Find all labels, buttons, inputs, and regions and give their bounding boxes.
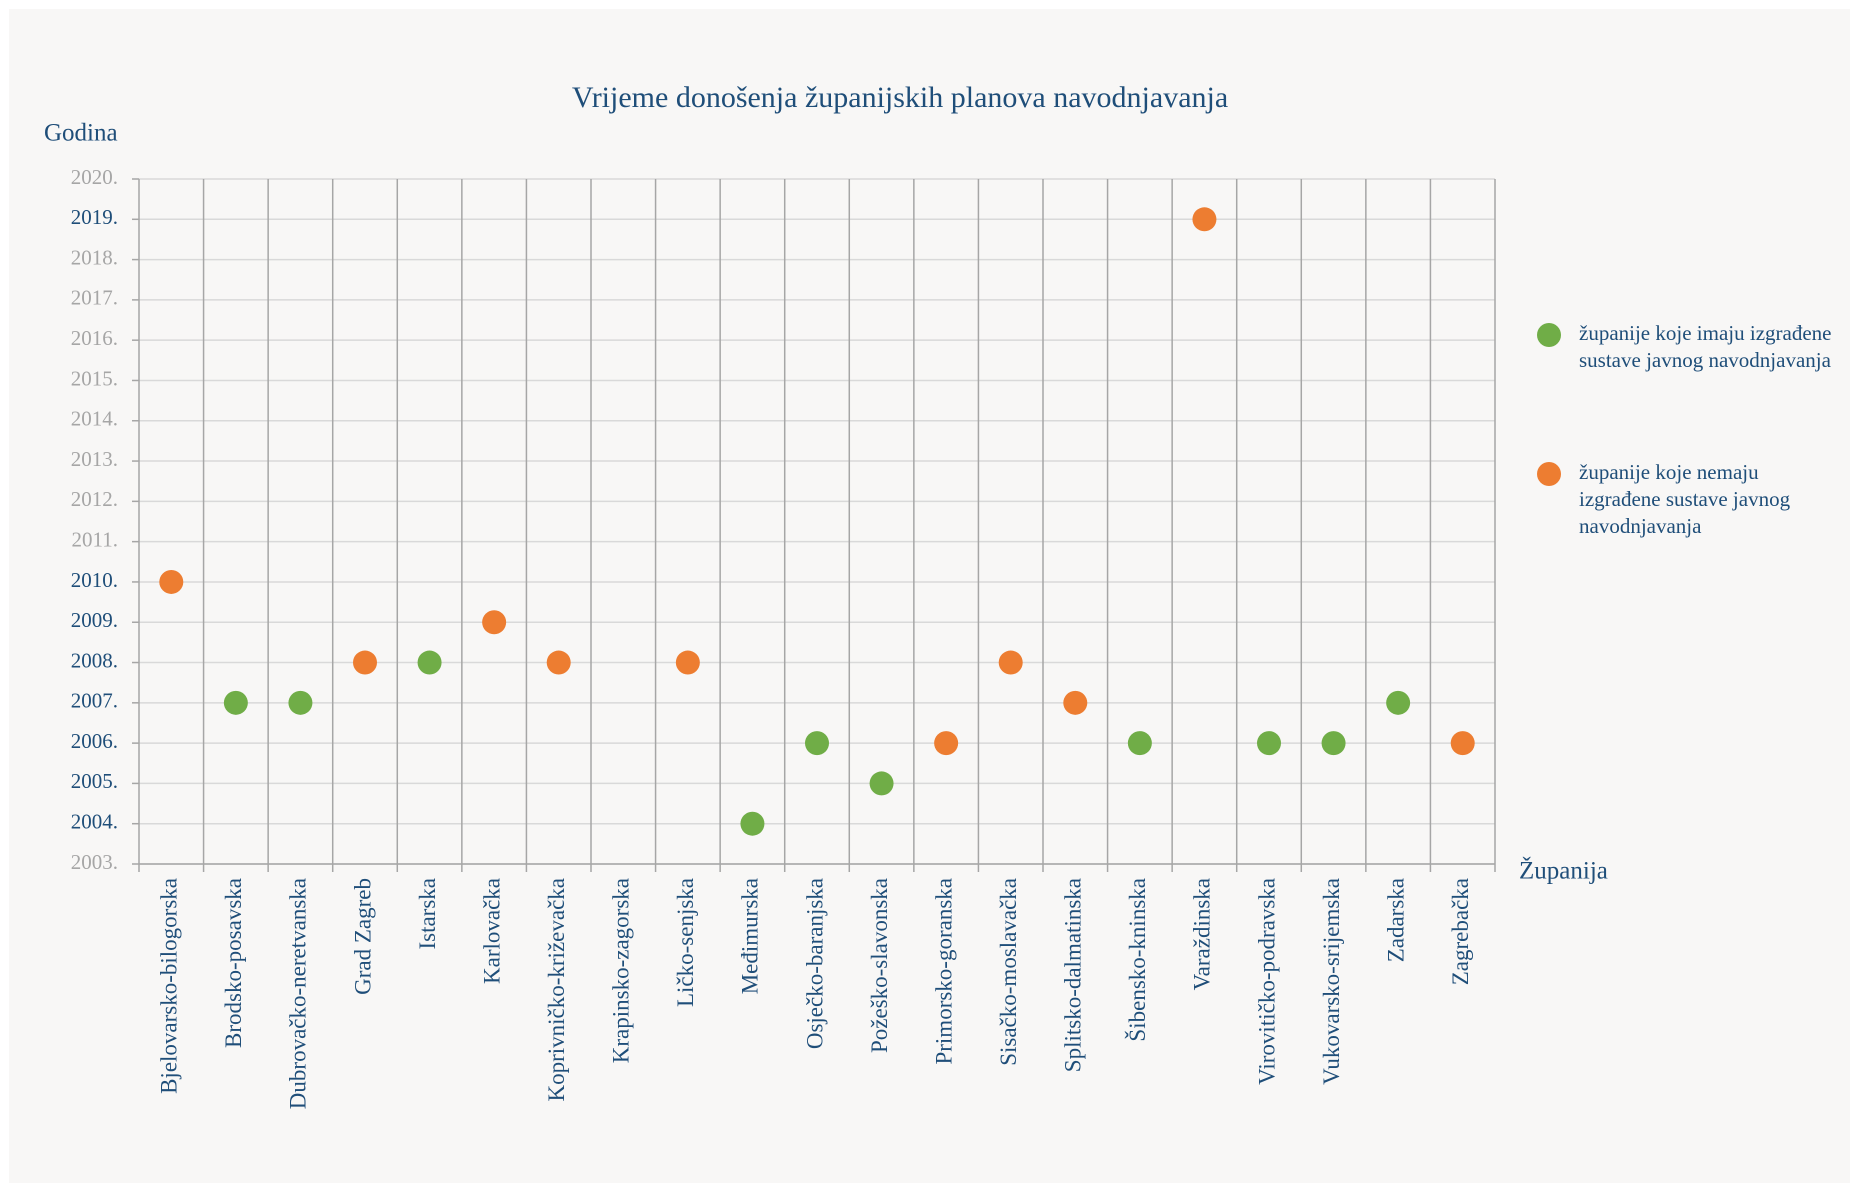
point — [288, 690, 313, 715]
x-tick-label: Šibensko-kninska — [1124, 878, 1150, 1042]
point — [675, 650, 700, 675]
y-tick-label: 2019. — [71, 205, 118, 229]
y-tick-label: 2016. — [71, 326, 118, 350]
point — [1321, 731, 1346, 756]
point — [1127, 731, 1152, 756]
y-tick-label: 2018. — [71, 245, 118, 269]
point — [1257, 731, 1281, 756]
x-tick-label: Primorsko-goranska — [931, 878, 956, 1065]
x-tick-label: Osječko-baranjska — [802, 878, 827, 1049]
point — [740, 811, 765, 836]
point — [159, 569, 184, 594]
point — [869, 771, 894, 796]
y-tick-label: 2011. — [72, 527, 118, 551]
y-tick-label: 2006. — [71, 729, 118, 753]
x-tick-label: Međimurska — [738, 878, 763, 994]
x-tick-label: Splitsko-dalmatinska — [1061, 878, 1086, 1072]
y-tick-label: 2015. — [71, 366, 118, 390]
x-axis-label: Županija — [1519, 857, 1608, 885]
point — [546, 650, 571, 675]
point — [1063, 690, 1088, 715]
x-tick-label: Grad Zagreb — [350, 878, 375, 995]
point — [1192, 207, 1217, 232]
y-tick-label: 2020. — [71, 165, 118, 189]
x-tick-label: Zagrebačka — [1448, 878, 1473, 985]
point — [934, 731, 959, 756]
x-tick-label: Brodsko-posavska — [221, 878, 246, 1048]
legend-label: županije koje imaju izgrađene sustave ja… — [1579, 321, 1832, 372]
legend-marker — [1537, 462, 1561, 486]
y-tick-label: 2009. — [71, 608, 118, 632]
x-tick-label: Dubrovačko-neretvanska — [286, 878, 311, 1109]
y-tick-label: 2010. — [71, 568, 118, 592]
point — [223, 690, 248, 715]
card — [9, 9, 1850, 1183]
point — [805, 731, 829, 756]
x-tick-label: Karlovačka — [479, 878, 504, 984]
y-tick-label: 2017. — [71, 286, 118, 310]
x-tick-label: Vukovarsko-srijemska — [1319, 878, 1344, 1085]
y-tick-label: 2012. — [71, 487, 118, 511]
x-tick-label: Bjelovarsko-bilogorska — [157, 878, 182, 1094]
y-tick-label: 2013. — [71, 447, 118, 471]
y-tick-label: 2007. — [71, 689, 118, 713]
point — [1386, 690, 1411, 715]
x-tick-label: Sisačko-moslavačka — [996, 878, 1021, 1066]
point — [353, 650, 377, 675]
chart-title: Vrijeme donošenja županijskih planova na… — [572, 81, 1228, 114]
x-tick-label: Varaždinska — [1190, 878, 1215, 990]
point — [1450, 731, 1475, 756]
y-tick-label: 2014. — [71, 407, 118, 431]
y-tick-label: 2005. — [71, 769, 118, 793]
x-tick-label: Virovitičko-podravska — [1254, 878, 1279, 1085]
x-tick-label: Požeško-slavonska — [867, 878, 892, 1053]
x-tick-label: Zadarska — [1383, 878, 1408, 962]
y-tick-label: 2003. — [71, 850, 118, 874]
x-tick-label: Krapinsko-zagorska — [609, 878, 634, 1063]
point — [482, 610, 507, 635]
x-tick-label: Ličko-senjska — [673, 878, 698, 1007]
legend-label: županije koje nemaju izgrađene sustave j… — [1579, 460, 1791, 538]
legend-marker — [1537, 323, 1561, 347]
point — [998, 650, 1023, 675]
x-tick-label: Koprivničko-križevačka — [544, 878, 569, 1102]
x-tick-label: Istarska — [415, 878, 440, 950]
y-tick-label: 2004. — [71, 810, 118, 834]
y-axis-label: Godina — [44, 120, 118, 147]
y-tick-label: 2008. — [71, 648, 118, 672]
point — [417, 650, 442, 675]
